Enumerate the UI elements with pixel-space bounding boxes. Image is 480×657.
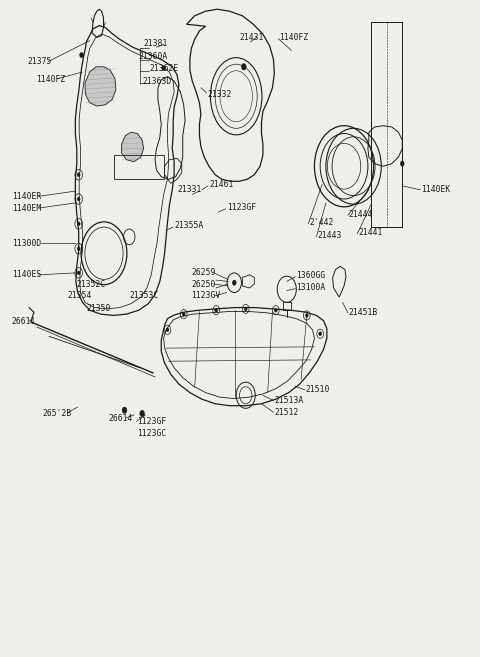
Text: 1140EK: 1140EK bbox=[421, 185, 451, 194]
Text: 1123GF: 1123GF bbox=[137, 417, 167, 426]
Text: 21362E: 21362E bbox=[149, 64, 179, 73]
Polygon shape bbox=[121, 132, 144, 162]
Text: 21375: 21375 bbox=[28, 57, 52, 66]
Text: 21332: 21332 bbox=[207, 90, 232, 99]
Text: 2'442: 2'442 bbox=[309, 218, 334, 227]
Circle shape bbox=[241, 64, 246, 70]
Polygon shape bbox=[85, 67, 116, 106]
Circle shape bbox=[305, 313, 308, 317]
Circle shape bbox=[77, 197, 80, 201]
Circle shape bbox=[275, 308, 277, 312]
Text: 21513A: 21513A bbox=[275, 396, 304, 405]
Text: 21353C: 21353C bbox=[129, 291, 158, 300]
Text: 1140FZ: 1140FZ bbox=[36, 76, 65, 84]
Text: 1140FZ: 1140FZ bbox=[279, 33, 308, 42]
Text: 21444: 21444 bbox=[349, 210, 373, 219]
Text: 21441: 21441 bbox=[359, 228, 383, 237]
Circle shape bbox=[80, 53, 84, 58]
Text: 1123GC: 1123GC bbox=[137, 429, 167, 438]
Text: 21451B: 21451B bbox=[349, 308, 378, 317]
Text: 21360A: 21360A bbox=[139, 52, 168, 61]
Text: 265'2B: 265'2B bbox=[42, 409, 71, 418]
Circle shape bbox=[400, 161, 404, 166]
Text: 21363D: 21363D bbox=[143, 77, 172, 85]
Text: 21350: 21350 bbox=[86, 304, 111, 313]
Text: 1140EM: 1140EM bbox=[12, 204, 41, 213]
Text: 11300D: 11300D bbox=[12, 239, 41, 248]
Text: 21512: 21512 bbox=[275, 408, 299, 417]
Circle shape bbox=[215, 308, 217, 312]
Text: 21461: 21461 bbox=[209, 180, 233, 189]
Text: 21443: 21443 bbox=[317, 231, 342, 240]
Text: 21381: 21381 bbox=[144, 39, 168, 49]
Text: 21431: 21431 bbox=[239, 33, 264, 42]
Circle shape bbox=[244, 307, 247, 311]
Text: 21355A: 21355A bbox=[174, 221, 204, 231]
Circle shape bbox=[182, 312, 185, 316]
Circle shape bbox=[166, 328, 169, 332]
Text: 21354: 21354 bbox=[67, 291, 92, 300]
Text: 1360GG: 1360GG bbox=[296, 271, 325, 280]
Text: 26611: 26611 bbox=[12, 317, 36, 326]
Text: 21331: 21331 bbox=[177, 185, 202, 194]
Text: 21352C: 21352C bbox=[77, 279, 106, 288]
Text: 1123GF: 1123GF bbox=[227, 203, 256, 212]
Text: 1140ER: 1140ER bbox=[12, 192, 41, 201]
Circle shape bbox=[140, 410, 144, 417]
Circle shape bbox=[122, 407, 127, 413]
Circle shape bbox=[77, 271, 80, 275]
Circle shape bbox=[162, 66, 166, 71]
Text: 13100A: 13100A bbox=[296, 283, 325, 292]
Text: 1140ES: 1140ES bbox=[12, 270, 41, 279]
Text: 1123GV: 1123GV bbox=[192, 291, 221, 300]
Circle shape bbox=[232, 280, 236, 285]
Text: 21510: 21510 bbox=[306, 386, 330, 394]
Circle shape bbox=[77, 222, 80, 226]
Text: 26614: 26614 bbox=[109, 414, 133, 422]
Circle shape bbox=[77, 247, 80, 251]
Text: 26250: 26250 bbox=[192, 279, 216, 288]
Text: 26259: 26259 bbox=[192, 268, 216, 277]
Circle shape bbox=[77, 173, 80, 177]
Circle shape bbox=[319, 332, 322, 336]
